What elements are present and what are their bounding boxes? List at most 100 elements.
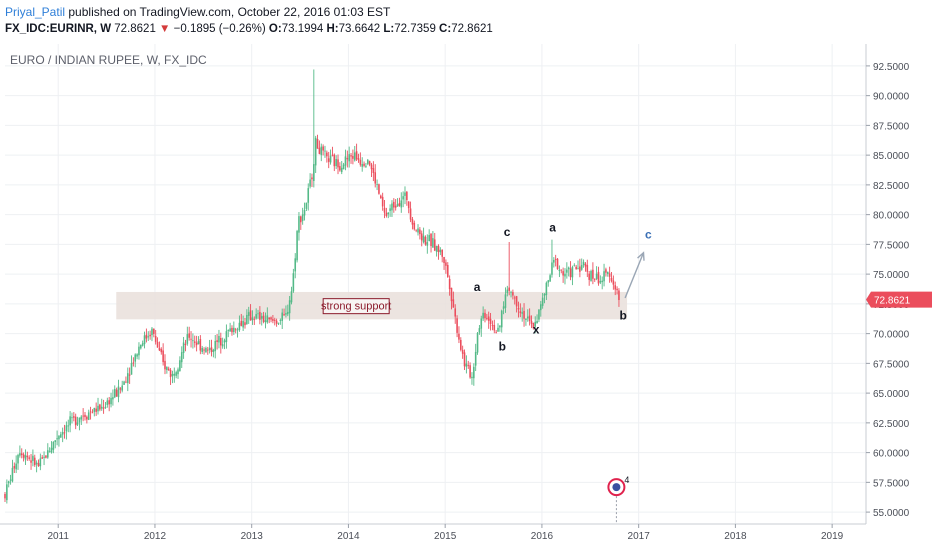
candle-body: [80, 416, 83, 420]
candle-body: [460, 339, 462, 350]
candle-body: [448, 278, 451, 290]
candle-body: [339, 166, 341, 171]
candle-body: [63, 432, 66, 434]
published-text: published on TradingView.com, October 22…: [68, 5, 391, 19]
candle-body: [316, 139, 319, 149]
candle-body: [13, 465, 16, 469]
candle-body: [363, 163, 365, 166]
author-link[interactable]: Priyal_Patil: [5, 5, 66, 19]
candle-body: [205, 347, 207, 353]
candle-body: [56, 438, 58, 440]
candle-body: [381, 196, 384, 207]
candle-body: [214, 340, 217, 352]
event-marker[interactable]: 4: [607, 475, 629, 524]
candle-body: [445, 262, 447, 266]
candle-body: [573, 265, 576, 267]
candle-body: [506, 289, 509, 294]
candle-body: [380, 195, 382, 199]
candle-body: [439, 249, 442, 253]
wave-label: c: [645, 227, 652, 241]
candle-body: [532, 322, 535, 329]
candle-body: [521, 312, 523, 314]
quote-line: FX_IDC:EURINR, W 72.8621 ▼ −0.1895 (−0.2…: [5, 23, 493, 35]
candle-body: [119, 388, 122, 390]
candle-body: [136, 354, 138, 357]
time-tick-label: 2019: [821, 531, 844, 542]
candle-body: [443, 257, 445, 263]
candle-body: [11, 467, 14, 482]
candle-body: [292, 273, 295, 292]
price-chart[interactable]: strong support a b c x a b c 4 55.0000 57.5000 6…: [0, 44, 932, 550]
candle-body: [164, 360, 166, 370]
candle-body: [61, 432, 64, 435]
candle-body: [26, 455, 29, 458]
close-value: 72.8621: [451, 23, 493, 35]
candle-body: [162, 350, 164, 363]
candle-body: [348, 154, 350, 162]
candle-body: [266, 315, 269, 323]
candle-body: [201, 348, 204, 352]
candle-body: [499, 325, 501, 328]
candle-body: [6, 484, 8, 501]
candle-body: [411, 219, 414, 225]
candle-body: [437, 245, 440, 253]
candle-body: [138, 346, 140, 356]
price-tick-label: 57.5000: [873, 478, 910, 489]
candle-body: [268, 317, 270, 320]
candle-body: [446, 265, 449, 277]
candle-body: [188, 333, 190, 338]
candle-body: [123, 381, 125, 385]
symbol-label[interactable]: FX_IDC:EURINR, W: [5, 23, 112, 35]
time-tick-label: 2016: [531, 531, 554, 542]
candle-body: [236, 329, 239, 331]
candle-body: [556, 258, 559, 270]
price-tick-label: 75.0000: [873, 270, 910, 281]
time-tick-label: 2012: [144, 531, 167, 542]
price-tick-label: 80.0000: [873, 211, 910, 222]
candle-body: [342, 164, 345, 170]
candle-body: [357, 158, 360, 160]
candle-body: [156, 341, 159, 348]
candle-body: [502, 306, 505, 309]
candle-body: [465, 363, 468, 367]
candle-body: [270, 317, 272, 320]
candle-body: [69, 416, 71, 426]
candle-body: [288, 300, 291, 314]
candle-body: [569, 268, 572, 278]
candle-body: [487, 316, 490, 321]
candle-body: [407, 201, 410, 209]
high-value: 73.6642: [338, 23, 381, 35]
candle-body: [184, 344, 187, 345]
candle-body: [313, 164, 315, 182]
candle-body: [567, 267, 570, 270]
candle-body: [273, 319, 276, 321]
candle-body: [536, 320, 538, 324]
candle-body: [512, 292, 514, 296]
price-tick-label: 92.5000: [873, 62, 910, 73]
candle-body: [575, 266, 577, 270]
candle-body: [526, 316, 529, 319]
candle-body: [186, 334, 189, 344]
candle-body: [19, 453, 21, 456]
candle-body: [372, 168, 375, 173]
candle-body: [223, 340, 226, 343]
projection-arrow-head: [637, 251, 645, 261]
candle-body: [337, 159, 339, 168]
candle-body: [28, 457, 30, 459]
candle-body: [17, 455, 19, 464]
candle-body: [180, 352, 183, 363]
candle-body: [233, 327, 235, 332]
candle-body: [7, 481, 10, 484]
candle-body: [606, 271, 609, 274]
candle-body: [255, 314, 257, 319]
time-axis[interactable]: 2011 2012 2013 2014 2015 2016 2017 2018 2019: [0, 523, 866, 542]
candle-body: [584, 263, 587, 267]
candle-body: [579, 266, 581, 272]
candle-body: [112, 397, 114, 400]
low-label: L:: [383, 23, 395, 35]
event-count: 4: [624, 475, 629, 485]
candle-body: [430, 233, 432, 247]
candle-body: [301, 214, 304, 221]
price-tick-label: 55.0000: [873, 508, 910, 519]
price-axis[interactable]: 55.0000 57.5000 60.0000 62.5000 65.0000 67.50…: [865, 44, 910, 524]
